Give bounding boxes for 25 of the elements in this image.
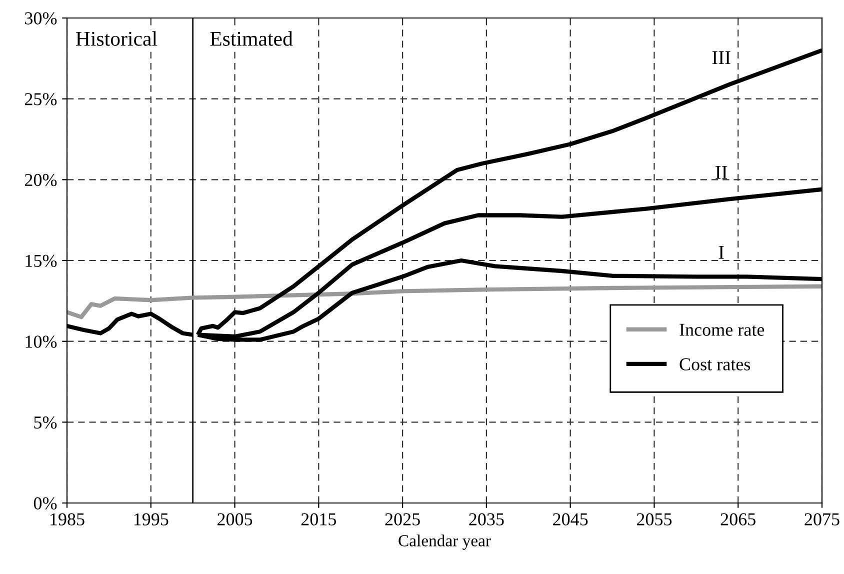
x-tick-label: 2015 bbox=[301, 513, 336, 526]
y-tick-label: 10% bbox=[26, 336, 57, 348]
x-tick-label: 2065 bbox=[720, 513, 756, 526]
x-tick-label: 1995 bbox=[134, 513, 168, 526]
annotation: Estimated bbox=[210, 31, 293, 46]
x-tick-label: 1985 bbox=[50, 513, 84, 526]
x-tick-label: 2025 bbox=[385, 513, 420, 526]
annotation: Historical bbox=[76, 31, 158, 46]
x-tick-label: 2045 bbox=[553, 513, 588, 526]
x-tick-label: 2075 bbox=[804, 513, 840, 526]
series-label: I bbox=[718, 246, 724, 259]
y-tick-label: 5% bbox=[34, 416, 57, 429]
x-tick-label: 2055 bbox=[636, 513, 672, 526]
series-label: III bbox=[712, 51, 730, 64]
y-tick-label: 0% bbox=[34, 497, 57, 510]
legend-label: Income rate bbox=[680, 324, 764, 336]
legend-label: Cost rates bbox=[680, 358, 750, 370]
x-tick-label: 2005 bbox=[218, 513, 252, 526]
x-axis-title: Calendar year bbox=[398, 534, 491, 550]
y-tick-label: 15% bbox=[26, 254, 57, 267]
series-label: II bbox=[716, 166, 728, 179]
y-tick-label: 20% bbox=[24, 174, 57, 186]
y-tick-label: 25% bbox=[24, 93, 57, 106]
x-tick-label: 2035 bbox=[469, 513, 504, 526]
y-tick-label: 30% bbox=[25, 12, 57, 24]
